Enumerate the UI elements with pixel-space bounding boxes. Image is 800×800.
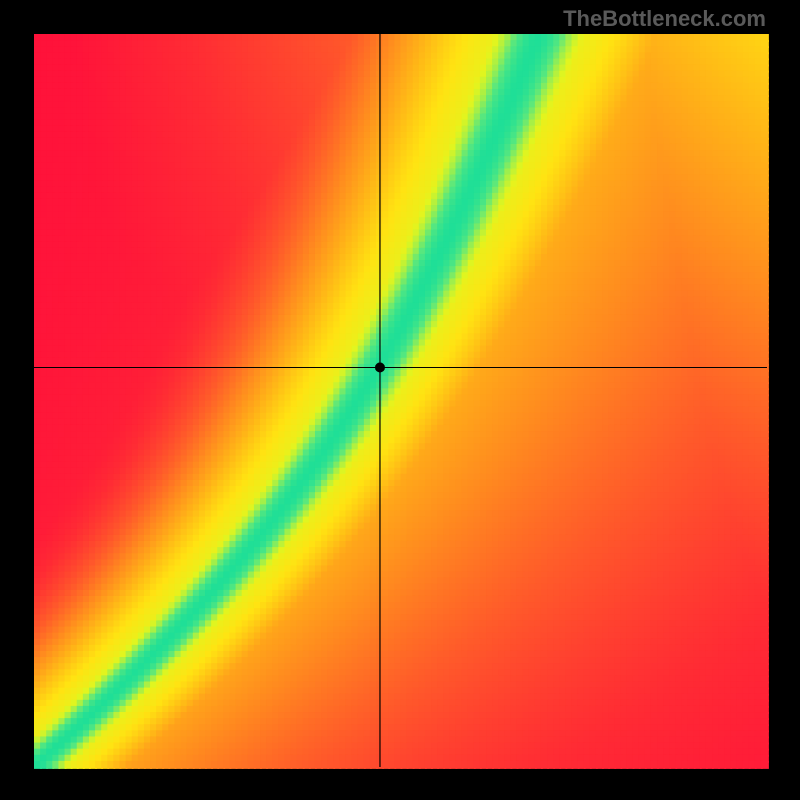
watermark-text: TheBottleneck.com	[563, 6, 766, 32]
chart-container: TheBottleneck.com	[0, 0, 800, 800]
bottleneck-heatmap	[0, 0, 800, 800]
